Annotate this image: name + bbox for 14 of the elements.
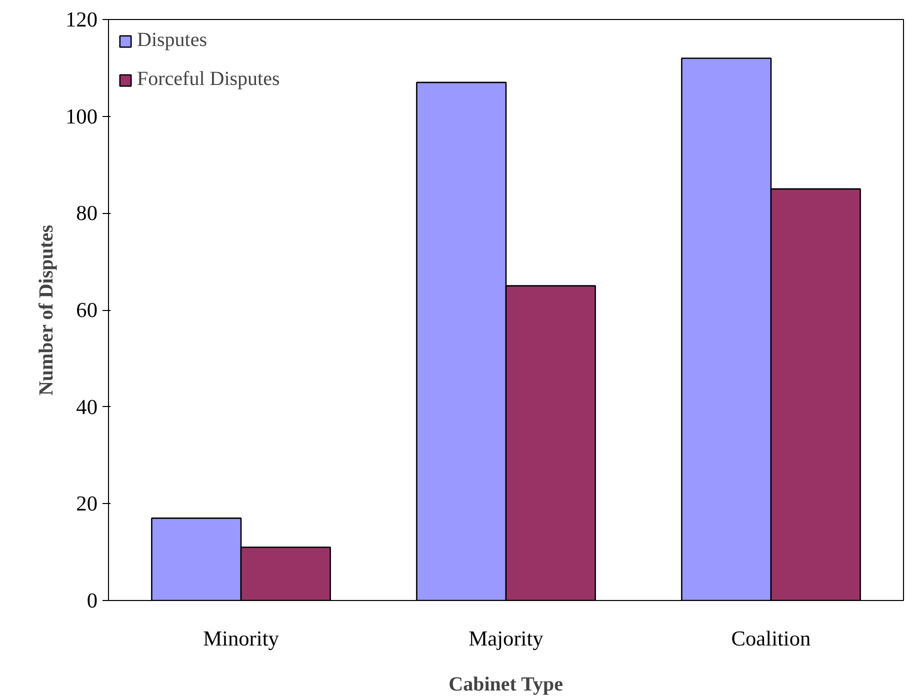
legend-label: Forceful Disputes xyxy=(137,68,280,91)
x-tick-label: Minority xyxy=(203,626,280,650)
x-tick-label: Majority xyxy=(468,626,544,650)
y-tick-label: 20 xyxy=(76,492,98,516)
y-tick-label: 80 xyxy=(76,201,98,226)
x-axis-title: Cabinet Type xyxy=(448,674,564,696)
y-tick-label: 60 xyxy=(76,298,98,322)
legend-label: Disputes xyxy=(137,29,207,52)
y-axis-title: Number of Disputes xyxy=(36,224,58,396)
y-tick-label: 100 xyxy=(66,104,98,128)
y-tick-label: 40 xyxy=(76,394,98,419)
y-tick-label: 120 xyxy=(66,8,98,32)
y-tick-label: 0 xyxy=(86,588,98,612)
x-tick-label: Coalition xyxy=(731,626,812,650)
